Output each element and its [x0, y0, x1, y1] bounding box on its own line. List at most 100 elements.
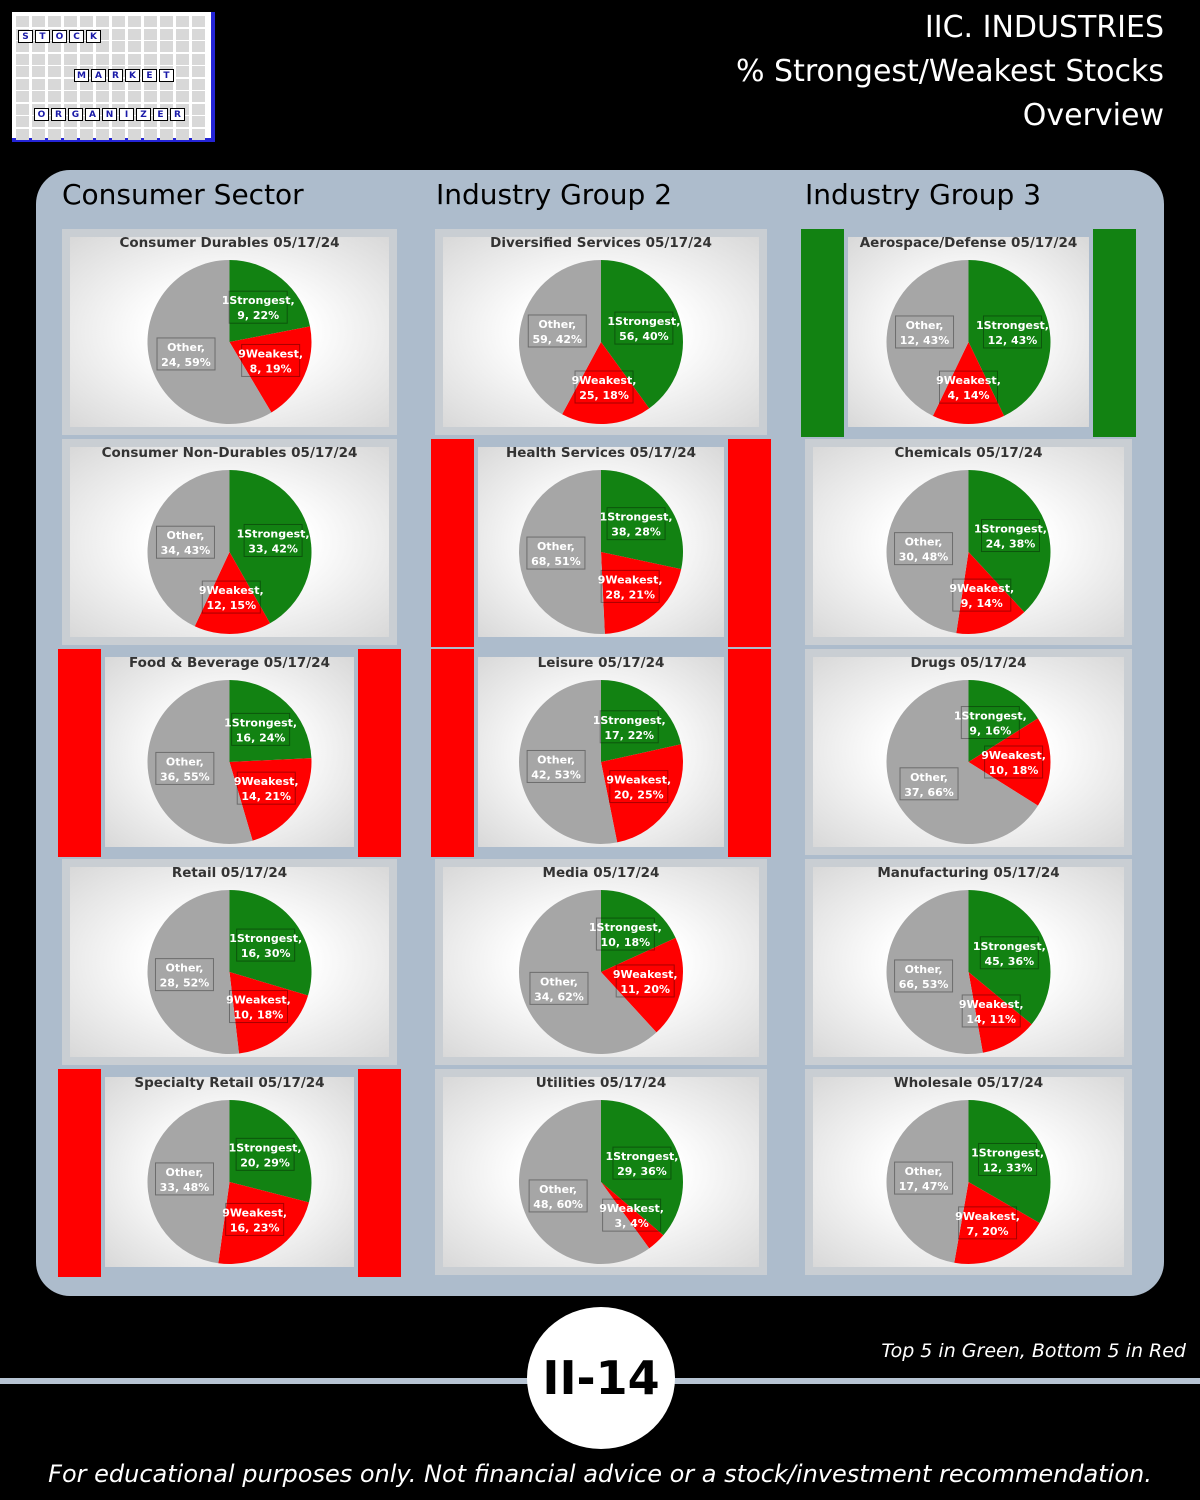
chart-title: Retail 05/17/24	[171, 865, 288, 881]
slice-label: 1Strongest, 10, 18%	[589, 917, 662, 951]
logo-letter: K	[86, 30, 101, 43]
slice-label-name: Other,	[910, 771, 948, 784]
logo-letter: T	[159, 69, 174, 82]
logo-grid-cell	[144, 41, 157, 52]
logo-grid-cell	[32, 116, 45, 127]
slice-weakest	[601, 552, 682, 634]
slice-label: 1Strongest, 29, 36%	[605, 1146, 678, 1180]
slice-label-name: 1Strongest,	[954, 710, 1027, 723]
slice-other	[147, 890, 240, 1054]
slice-label-value: 24, 59%	[161, 356, 211, 369]
header-line-3: Overview	[1022, 98, 1164, 133]
slice-label-box	[894, 959, 954, 993]
logo-grid-cell	[128, 91, 141, 102]
slice-label-name: 1Strongest,	[229, 932, 302, 945]
slice-label: 1Strongest, 12, 43%	[976, 315, 1049, 349]
slice-label: 9Weakest, 12, 15%	[199, 580, 264, 614]
slice-label-name: 1Strongest,	[593, 714, 666, 727]
pie-chart: 1Strongest, 12, 33% 9Weakest, 7, 20% Other, 1…	[886, 1100, 1051, 1264]
slice-label-value: 36, 55%	[160, 770, 210, 783]
slice-strongest	[601, 470, 683, 570]
slice-label: 9Weakest, 25, 18%	[572, 370, 636, 404]
slice-label-box	[595, 917, 655, 951]
slice-weakest	[956, 552, 1025, 634]
slice-other	[518, 470, 605, 634]
slice-label-name: 1Strongest,	[974, 523, 1047, 536]
logo-grid-cell	[128, 53, 141, 65]
pie-chart-card: Health Services 05/17/24 1Strongest, 38, 2…	[431, 439, 771, 647]
slice-other	[886, 890, 983, 1054]
chart-title: Consumer Non-Durables 05/17/24	[101, 445, 358, 461]
pie-chart: 1Strongest, 10, 18% 9Weakest, 11, 20% Other,…	[519, 890, 683, 1054]
logo-grid-cell	[176, 41, 189, 52]
logo-grid-cell	[96, 78, 109, 90]
logo-grid-cell	[192, 116, 205, 127]
pie-chart: 1Strongest, 29, 36% 9Weakest, 3, 4% Other, 48…	[519, 1100, 683, 1264]
slice-label-value: 38, 28%	[611, 526, 661, 539]
pie-chart-card: Retail 05/17/24 1Strongest, 16, 30% 9Weakes…	[62, 859, 397, 1065]
slice-other	[147, 470, 230, 627]
logo-grid-cell	[144, 16, 157, 27]
slice-other	[519, 260, 601, 415]
slice-weakest	[954, 1182, 1040, 1264]
logo-grid-cell	[16, 103, 29, 115]
logo-grid-cell	[176, 28, 189, 40]
slice-other	[886, 1100, 969, 1263]
logo-grid-cell	[112, 116, 125, 127]
page-badge: II-14	[527, 1307, 675, 1449]
slice-label-name: 9Weakest,	[949, 582, 1014, 595]
slice-strongest	[229, 1100, 312, 1203]
slice-label-name: 9Weakest,	[959, 998, 1024, 1011]
pie-chart-card: Aerospace/Defense 05/17/24 1Strongest, 12,…	[801, 229, 1136, 437]
slice-label-box	[236, 928, 296, 962]
logo-grid-cell	[64, 66, 77, 77]
logo-grid-cell	[48, 128, 61, 140]
slice-label-name: 9Weakest,	[222, 1206, 287, 1219]
slice-label-name: 9Weakest,	[606, 774, 671, 787]
slice-label-value: 7, 20%	[967, 1225, 1009, 1238]
logo-grid-cell	[112, 91, 125, 102]
slice-weakest	[229, 326, 312, 413]
slice-label-box	[228, 290, 288, 324]
logo-letter: S	[18, 30, 33, 43]
logo-grid-cell	[112, 78, 125, 90]
pie-chart: 1Strongest, 12, 43% 9Weakest, 4, 14% Other, 1…	[886, 260, 1051, 424]
slice-weakest	[229, 972, 309, 1054]
slice-label: 9Weakest, 9, 14%	[949, 578, 1014, 612]
slice-label: 1Strongest, 20, 29%	[229, 1137, 302, 1171]
slice-label: Other, 36, 55%	[155, 751, 215, 785]
column-title-group-3: Industry Group 3	[805, 178, 1042, 211]
slice-strongest	[601, 260, 683, 409]
slice-label-box	[235, 1137, 295, 1171]
slice-weakest	[968, 972, 1032, 1053]
logo-letter: G	[68, 108, 83, 121]
slice-label-box	[243, 523, 303, 557]
logo-grid-cell	[96, 16, 109, 27]
slice-label: 9Weakest, 20, 25%	[606, 770, 671, 804]
slice-label-value: 11, 20%	[620, 983, 670, 996]
slice-label: 1Strongest, 24, 38%	[974, 519, 1047, 553]
slice-label-value: 3, 4%	[614, 1217, 648, 1230]
slice-label-box	[156, 337, 216, 371]
logo-grid-cell	[64, 91, 77, 102]
logo-grid-cell	[128, 78, 141, 90]
slice-strongest	[601, 890, 676, 972]
slice-label-name: 1Strongest,	[229, 1141, 302, 1154]
slice-label-name: Other,	[537, 753, 575, 766]
slice-label: 9Weakest, 28, 21%	[598, 569, 663, 603]
slice-label-box	[614, 311, 674, 345]
slice-label: 9Weakest, 11, 20%	[613, 964, 678, 998]
chart-title: Leisure 05/17/24	[537, 655, 665, 671]
chart-title: Specialty Retail 05/17/24	[134, 1075, 325, 1091]
slice-label-box	[241, 343, 301, 377]
slice-label: 1Strongest, 38, 28%	[600, 507, 673, 541]
pie-chart: 1Strongest, 45, 36% 9Weakest, 14, 11% Other,…	[886, 890, 1051, 1054]
logo-grid-cell	[176, 91, 189, 102]
logo-grid-cell	[192, 28, 205, 40]
slice-label: Other, 17, 47%	[894, 1161, 954, 1195]
logo-grid-cell	[176, 128, 189, 140]
slice-label: Other, 24, 59%	[156, 337, 216, 371]
slice-label: Other, 42, 53%	[526, 749, 586, 783]
slice-label-box	[526, 536, 586, 570]
logo-grid-cell	[16, 16, 29, 27]
